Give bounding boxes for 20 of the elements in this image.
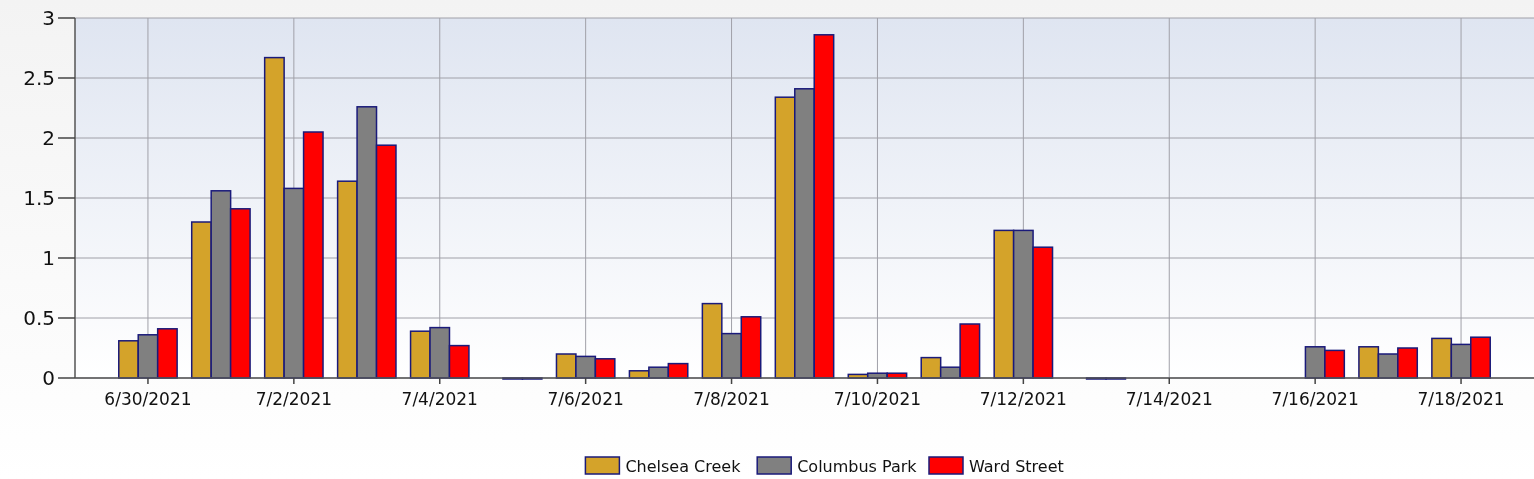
legend-label: Chelsea Creek [625,456,742,476]
x-tick-label: 7/8/2021 [693,389,770,409]
x-tick-label: 7/2/2021 [255,389,333,409]
x-tick-label: 7/18/2021 [1417,389,1505,409]
legend-label: Ward Street [969,456,1064,476]
x-tick-label: 6/30/2021 [104,389,192,409]
x-tick-label: 7/14/2021 [1125,389,1213,409]
x-tick-label: 7/10/2021 [833,389,922,409]
x-tick-label: 7/12/2021 [979,389,1067,409]
y-tick-label: 2.5 [23,66,55,90]
y-tick-label: 1.5 [23,186,55,210]
x-tick-label: 7/16/2021 [1271,389,1359,409]
x-tick-label: 7/4/2021 [401,389,478,409]
x-tick-label: 7/6/2021 [547,389,624,409]
y-tick-label: 2 [42,126,55,150]
y-tick-label: 3 [42,6,55,30]
legend-label: Columbus Park [797,456,918,476]
y-tick-label: 1 [42,246,55,270]
y-tick-label: 0 [42,366,55,390]
y-tick-label: 0.5 [23,306,55,330]
